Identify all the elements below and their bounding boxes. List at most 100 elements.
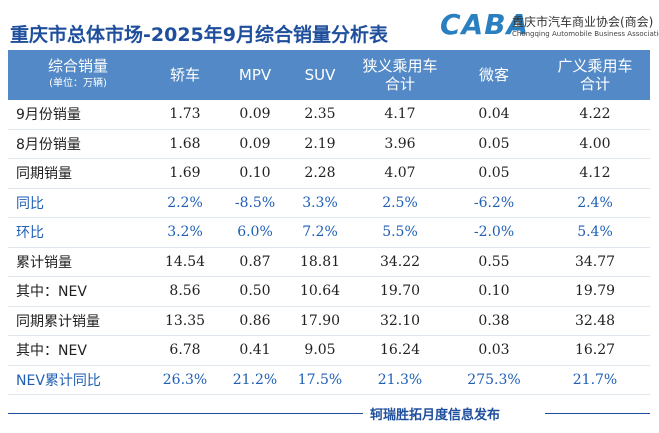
row-label: 8月份销量 bbox=[8, 129, 148, 159]
cell: 2.28 bbox=[288, 158, 352, 189]
cell: 34.77 bbox=[540, 247, 650, 277]
cell: 0.10 bbox=[448, 276, 540, 307]
row: 8月份销量 1.68 0.09 2.19 3.96 0.05 4.00 bbox=[8, 129, 650, 159]
cell: 3.3% bbox=[288, 188, 352, 218]
cell: 4.12 bbox=[540, 158, 650, 189]
cell: 0.09 bbox=[222, 129, 288, 159]
column-header: 微客 bbox=[448, 50, 540, 100]
footer-text: 轲瑞胜拓月度信息发布 bbox=[370, 408, 501, 423]
cell: 18.81 bbox=[288, 247, 352, 277]
cell: 0.41 bbox=[222, 335, 288, 366]
cell: 0.09 bbox=[222, 100, 288, 130]
cell: 26.3% bbox=[148, 365, 222, 395]
cell: 0.38 bbox=[448, 306, 540, 336]
cell: 0.03 bbox=[448, 335, 540, 366]
row: 其中：NEV 6.78 0.41 9.05 16.24 0.03 16.27 bbox=[8, 335, 650, 366]
cell: 17.5% bbox=[288, 365, 352, 395]
row: 同期销量 1.69 0.10 2.28 4.07 0.05 4.12 bbox=[8, 158, 650, 189]
cell: 1.68 bbox=[148, 129, 222, 159]
row-label: 环比 bbox=[8, 217, 148, 248]
cell: 16.24 bbox=[352, 335, 448, 366]
row-label: 同比 bbox=[8, 188, 148, 218]
cell: 16.27 bbox=[540, 335, 650, 366]
column-header-line: 微客 bbox=[478, 66, 509, 84]
footer: 轲瑞胜拓月度信息发布 bbox=[0, 402, 659, 424]
cell: 13.35 bbox=[148, 306, 222, 336]
cell: 2.35 bbox=[288, 100, 352, 130]
cell: 7.2% bbox=[288, 217, 352, 248]
cell: -6.2% bbox=[448, 188, 540, 218]
sales-table: 综合销量 (单位：万辆) 轿车 MPV SUV 狭义乘用车 合计 微客 广义乘用车 合计 9月份… bbox=[8, 50, 650, 395]
column-header-line: 广义乘用车 bbox=[557, 57, 633, 75]
column-header: MPV bbox=[222, 50, 288, 100]
cell: 21.7% bbox=[540, 365, 650, 395]
cell: 2.4% bbox=[540, 188, 650, 218]
cell: 9.05 bbox=[288, 335, 352, 366]
column-header-line: 狭义乘用车 bbox=[362, 57, 438, 75]
row: 累计销量 14.54 0.87 18.81 34.22 0.55 34.77 bbox=[8, 247, 650, 277]
cell: -2.0% bbox=[448, 217, 540, 248]
cell: 0.55 bbox=[448, 247, 540, 277]
row: 其中：NEV 8.56 0.50 10.64 19.70 0.10 19.79 bbox=[8, 276, 650, 307]
column-header: 广义乘用车 合计 bbox=[540, 50, 650, 100]
cell: 6.0% bbox=[222, 217, 288, 248]
column-header-line: 合计 bbox=[384, 75, 415, 93]
corner-header: 综合销量 (单位：万辆) bbox=[8, 50, 148, 100]
row-label: NEV累计同比 bbox=[8, 365, 148, 395]
cell: 0.05 bbox=[448, 158, 540, 189]
row-label: 累计销量 bbox=[8, 247, 148, 277]
logo: CABA 重庆市汽车商业协会(商会) Chongqing Automobile … bbox=[440, 8, 659, 42]
column-header-line: SUV bbox=[304, 66, 336, 84]
row-label: 其中：NEV bbox=[8, 276, 148, 307]
cell: 10.64 bbox=[288, 276, 352, 307]
logo-mark: CABA bbox=[440, 8, 530, 41]
logo-english: Chongqing Automobile Business Associatio… bbox=[512, 30, 659, 38]
cell: 1.69 bbox=[148, 158, 222, 189]
cell: 32.48 bbox=[540, 306, 650, 336]
cell: 14.54 bbox=[148, 247, 222, 277]
cell: 3.2% bbox=[148, 217, 222, 248]
row: 9月份销量 1.73 0.09 2.35 4.17 0.04 4.22 bbox=[8, 100, 650, 130]
cell: 0.50 bbox=[222, 276, 288, 307]
cell: 34.22 bbox=[352, 247, 448, 277]
cell: 275.3% bbox=[448, 365, 540, 395]
row: 同比 2.2% -8.5% 3.3% 2.5% -6.2% 2.4% bbox=[8, 188, 650, 218]
row: NEV累计同比 26.3% 21.2% 17.5% 21.3% 275.3% 21.7% bbox=[8, 365, 650, 395]
cell: 8.56 bbox=[148, 276, 222, 307]
column-header: 轿车 bbox=[148, 50, 222, 100]
cell: 5.5% bbox=[352, 217, 448, 248]
cell: 2.19 bbox=[288, 129, 352, 159]
corner-label: 综合销量 bbox=[47, 57, 108, 75]
cell: 0.04 bbox=[448, 100, 540, 130]
header-row: 综合销量 (单位：万辆) 轿车 MPV SUV 狭义乘用车 合计 微客 广义乘用车 合计 bbox=[8, 50, 650, 100]
footer-line bbox=[545, 413, 650, 414]
logo-name: 重庆市汽车商业协会(商会) bbox=[512, 15, 654, 29]
unit-label: (单位：万辆) bbox=[49, 78, 107, 89]
row: 环比 3.2% 6.0% 7.2% 5.5% -2.0% 5.4% bbox=[8, 217, 650, 248]
cell: 0.87 bbox=[222, 247, 288, 277]
cell: 21.2% bbox=[222, 365, 288, 395]
title: 重庆市总体市场-2025年9月综合销量分析表 bbox=[10, 24, 388, 46]
cell: -8.5% bbox=[222, 188, 288, 218]
cell: 4.07 bbox=[352, 158, 448, 189]
cell: 4.00 bbox=[540, 129, 650, 159]
column-header: SUV bbox=[288, 50, 352, 100]
column-header-line: 轿车 bbox=[169, 66, 200, 84]
cell: 5.4% bbox=[540, 217, 650, 248]
cell: 2.5% bbox=[352, 188, 448, 218]
cell: 21.3% bbox=[352, 365, 448, 395]
cell: 0.10 bbox=[222, 158, 288, 189]
cell: 3.96 bbox=[352, 129, 448, 159]
cell: 19.70 bbox=[352, 276, 448, 307]
row: 同期累计销量 13.35 0.86 17.90 32.10 0.38 32.48 bbox=[8, 306, 650, 336]
column-header-line: MPV bbox=[238, 66, 272, 84]
cell: 6.78 bbox=[148, 335, 222, 366]
cell: 4.17 bbox=[352, 100, 448, 130]
cell: 17.90 bbox=[288, 306, 352, 336]
cell: 0.86 bbox=[222, 306, 288, 336]
cell: 32.10 bbox=[352, 306, 448, 336]
column-header: 狭义乘用车 合计 bbox=[352, 50, 448, 100]
row-label: 9月份销量 bbox=[8, 100, 148, 130]
cell: 0.05 bbox=[448, 129, 540, 159]
